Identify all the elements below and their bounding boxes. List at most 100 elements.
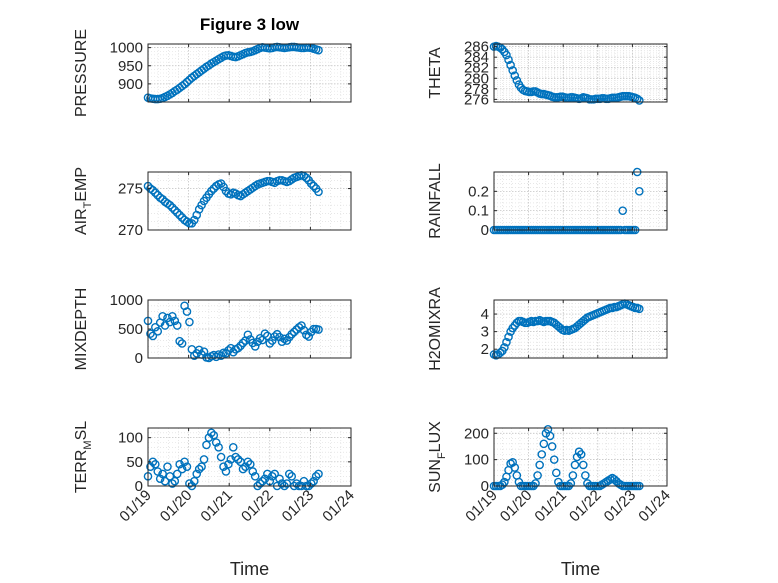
x-tick-label: 01/20	[157, 487, 196, 526]
plot-title: Figure 3 low	[200, 15, 300, 34]
y-tick-label: 1000	[110, 40, 143, 57]
y-tick-label: 950	[118, 58, 143, 75]
data-point	[182, 307, 192, 316]
data-point	[192, 469, 202, 479]
data-point	[175, 336, 184, 346]
data-point	[207, 428, 216, 438]
y-axis-label: THETA	[427, 47, 444, 99]
subplot-air_temp: 270 275 AIRTEMP	[73, 167, 352, 239]
data-point	[209, 430, 219, 440]
data-point	[189, 476, 199, 486]
data-point	[255, 479, 265, 488]
series-markers	[489, 41, 644, 105]
y-tick-label: 280	[464, 70, 489, 87]
axes-box	[493, 43, 668, 103]
y-axis-label: MIXDEPTH	[73, 288, 90, 371]
data-point	[146, 329, 155, 338]
data-point	[495, 348, 505, 358]
y-tick-label: 278	[464, 81, 489, 98]
data-point	[228, 443, 238, 452]
data-point	[233, 343, 243, 353]
data-point	[153, 327, 163, 336]
y-tick-label: 276	[464, 91, 489, 108]
data-point	[216, 452, 226, 462]
data-point	[248, 467, 258, 476]
data-point	[506, 60, 515, 70]
axes-box	[147, 171, 352, 231]
data-point	[214, 443, 223, 452]
data-point	[275, 332, 284, 342]
data-point	[189, 215, 199, 225]
data-point	[314, 325, 323, 334]
x-tick-label: 01/23	[601, 487, 640, 526]
data-point	[533, 471, 542, 480]
data-point	[194, 204, 204, 214]
data-point	[182, 77, 192, 87]
data-point	[148, 185, 158, 195]
data-point	[635, 304, 644, 314]
data-point	[153, 467, 163, 476]
y-tick-label: 275	[118, 181, 143, 198]
data-point	[299, 476, 309, 486]
axes-box	[493, 299, 668, 359]
data-point	[275, 474, 284, 484]
subplot-mixdepth: 0 500 1000 MIXDEPTH	[73, 288, 352, 371]
data-point	[284, 469, 294, 479]
data-point	[502, 337, 511, 347]
data-point	[510, 463, 520, 472]
data-point	[508, 66, 517, 75]
x-tick-label: 01/21	[197, 487, 236, 526]
data-point	[531, 479, 540, 488]
subplot-rainfall: 0 0.1 0.2 RAINFALL	[427, 163, 668, 239]
data-point	[197, 200, 206, 210]
data-point	[219, 462, 228, 471]
data-point	[566, 479, 576, 488]
series-markers	[143, 428, 323, 491]
axes-box	[147, 427, 352, 487]
y-axis-label: RAINFALL	[427, 163, 444, 239]
data-point	[267, 472, 277, 481]
data-point	[311, 472, 321, 481]
data-point	[309, 476, 318, 486]
subplot-sun_flux: 0100200SUNFLUX01/1901/2001/2101/2201/230…	[427, 421, 674, 579]
data-point	[297, 321, 306, 330]
data-point	[500, 343, 509, 352]
data-point	[309, 324, 318, 334]
data-point	[304, 332, 314, 341]
series-markers	[143, 171, 323, 228]
y-tick-label: 100	[464, 452, 489, 469]
data-point	[221, 467, 231, 476]
y-axis-label: AIRTEMP	[73, 167, 94, 235]
data-point	[238, 338, 248, 348]
y-tick-label: 0	[135, 350, 143, 367]
y-tick-label: 0.2	[468, 183, 489, 200]
data-point	[170, 205, 180, 215]
y-tick-label: 900	[118, 76, 143, 93]
data-point	[302, 173, 311, 183]
data-point	[246, 459, 255, 469]
data-point	[177, 464, 187, 474]
data-point	[535, 460, 544, 470]
data-point	[270, 469, 279, 479]
data-point	[243, 457, 253, 467]
data-point	[547, 442, 557, 451]
data-point	[504, 55, 513, 65]
data-point	[180, 457, 189, 467]
data-point	[570, 460, 580, 470]
y-axis-label: PRESSURE	[73, 29, 90, 117]
y-tick-label: 284	[464, 49, 489, 66]
y-tick-label: 286	[464, 39, 489, 56]
data-point	[635, 96, 644, 105]
data-point	[168, 311, 177, 321]
y-axis-label: H2OMIXRA	[427, 287, 444, 371]
y-tick-label: 3	[481, 324, 489, 341]
y-tick-label: 2	[481, 341, 489, 358]
y-axis-label: TERRMSL	[73, 421, 94, 493]
data-point	[148, 331, 158, 341]
data-point	[238, 464, 248, 474]
x-tick-label: 01/22	[566, 487, 605, 526]
data-point	[545, 431, 555, 441]
axes-box	[147, 43, 352, 103]
y-tick-label: 0	[481, 478, 489, 495]
